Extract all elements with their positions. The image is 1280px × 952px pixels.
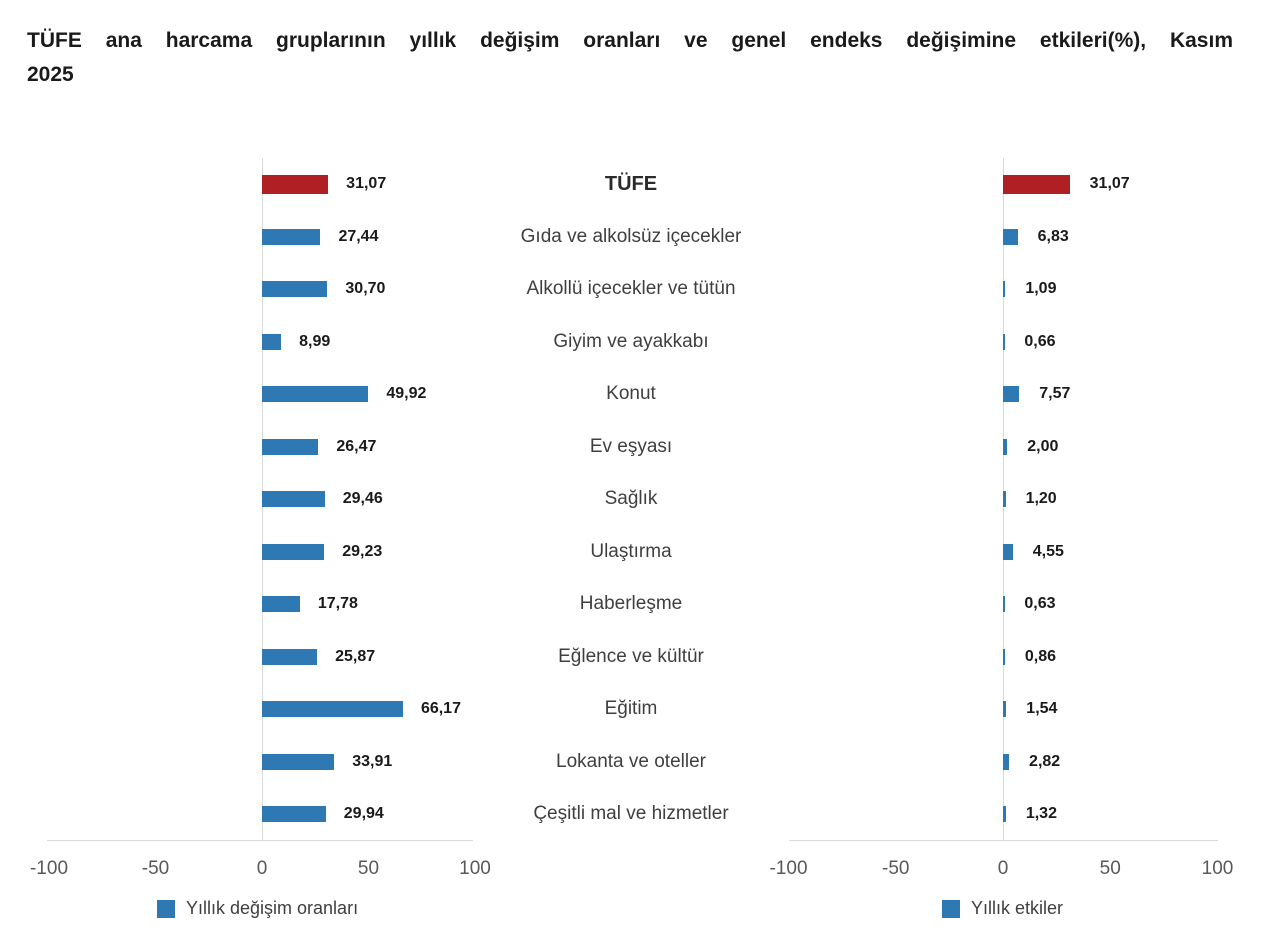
- value-label: 49,92: [386, 385, 427, 403]
- value-label: 29,94: [343, 805, 384, 823]
- value-label: 0,66: [1024, 332, 1056, 350]
- category-label: Sağlık: [604, 488, 658, 510]
- x-axis-tick-label: -100: [29, 858, 69, 879]
- legend-annual-effects: Yıllık etkiler: [942, 898, 1063, 919]
- category-label: Eğlence ve kültür: [558, 645, 704, 667]
- value-label: 31,07: [1089, 175, 1130, 193]
- value-label: 2,00: [1027, 437, 1059, 455]
- bar: [1003, 648, 1005, 665]
- bar: [1003, 806, 1006, 823]
- bar: [1003, 438, 1008, 455]
- bar: [262, 438, 319, 455]
- value-label: 1,09: [1025, 280, 1057, 298]
- bar: [262, 491, 325, 508]
- bar: [1003, 753, 1010, 770]
- value-label: 7,57: [1039, 385, 1071, 403]
- annual-change-chart-panel: 31,07 27,44 30,70 8,99 49,92 26,47 29,46 29,23 1…: [30, 158, 491, 879]
- category-label: Eğitim: [604, 698, 658, 720]
- x-axis-line: [789, 840, 1218, 841]
- category-label: Giyim ve ayakkabı: [553, 330, 709, 352]
- bar: [262, 701, 403, 718]
- bar: [262, 596, 300, 613]
- legend-swatch-blue: [942, 899, 960, 918]
- value-label: 25,87: [335, 647, 376, 665]
- value-label: 17,78: [317, 595, 358, 613]
- bar: [1003, 386, 1020, 403]
- value-label: 66,17: [420, 700, 461, 718]
- category-label: Çeşitli mal ve hizmetler: [533, 803, 729, 825]
- bar: [1003, 596, 1005, 613]
- bar: [1003, 228, 1018, 245]
- value-label: 0,63: [1024, 595, 1056, 613]
- value-label: 29,46: [342, 490, 383, 508]
- chart-title-line1: TÜFE ana harcama gruplarının yıllık deği…: [27, 29, 1233, 52]
- bar: [1003, 543, 1013, 560]
- value-label: 29,23: [342, 542, 383, 560]
- legend-label: Yıllık etkiler: [971, 898, 1064, 918]
- value-label: 6,83: [1037, 227, 1069, 245]
- x-axis-line: [47, 840, 473, 841]
- value-label: 0,86: [1024, 647, 1056, 665]
- bar: [262, 543, 325, 560]
- x-axis-tick-label: 50: [1099, 858, 1121, 879]
- bar: [1003, 333, 1005, 350]
- category-label: Ev eşyası: [589, 435, 673, 457]
- value-label: 4,55: [1032, 542, 1064, 560]
- category-label: Konut: [606, 383, 656, 405]
- annual-effects-chart-panel: 31,07 6,83 1,09 0,66 7,57 2,00 1,20 4,55 0,63 0,8…: [769, 158, 1233, 879]
- category-label: TÜFE: [604, 172, 658, 195]
- legend-label: Yıllık değişim oranları: [186, 898, 359, 918]
- tufe-highlight-bar: [1003, 174, 1070, 194]
- category-labels: TÜFE Gıda ve alkolsüz içecekler Alkollü iç…: [473, 158, 789, 841]
- value-label: 30,70: [345, 280, 386, 298]
- x-axis-tick-label: -50: [882, 858, 910, 879]
- value-label: 8,99: [299, 332, 331, 350]
- bar: [262, 753, 335, 770]
- category-label: Haberleşme: [579, 593, 683, 615]
- bar: [262, 386, 369, 403]
- bar: [1003, 281, 1006, 298]
- bar: [1003, 491, 1006, 508]
- bar: [1003, 701, 1007, 718]
- value-label: 1,32: [1025, 805, 1057, 823]
- value-label: 27,44: [338, 227, 379, 245]
- x-axis-tick-label: 50: [357, 858, 380, 879]
- value-label: 1,20: [1025, 490, 1057, 508]
- x-axis-tick-label: -50: [141, 858, 170, 879]
- value-label: 26,47: [336, 437, 377, 455]
- category-label: Ulaştırma: [590, 540, 672, 562]
- category-label: Alkollü içecekler ve tütün: [526, 278, 736, 300]
- value-label: 2,82: [1029, 752, 1061, 770]
- x-axis-tick-label: 0: [256, 858, 268, 879]
- tufe-highlight-bar: [262, 174, 329, 194]
- x-axis-tick-label: 0: [997, 858, 1009, 879]
- value-label: 33,91: [352, 752, 393, 770]
- bar: [262, 281, 328, 298]
- chart-title-line2: 2025: [27, 63, 74, 86]
- bar: [262, 333, 282, 350]
- bar: [262, 648, 318, 665]
- value-label: 1,54: [1026, 700, 1058, 718]
- legend-annual-change: Yıllık değişim oranları: [157, 898, 358, 919]
- x-axis-tick-label: -100: [769, 858, 808, 879]
- chart-title: TÜFE ana harcama gruplarının yıllık deği…: [27, 24, 1233, 92]
- bar: [262, 228, 321, 245]
- category-label: Gıda ve alkolsüz içecekler: [520, 225, 742, 247]
- bar: [262, 806, 326, 823]
- x-axis-tick-label: 100: [459, 858, 491, 879]
- legend-swatch-blue: [157, 899, 175, 918]
- category-label: Lokanta ve oteller: [556, 750, 706, 772]
- value-label: 31,07: [346, 175, 387, 193]
- x-axis-tick-label: 100: [1201, 858, 1234, 879]
